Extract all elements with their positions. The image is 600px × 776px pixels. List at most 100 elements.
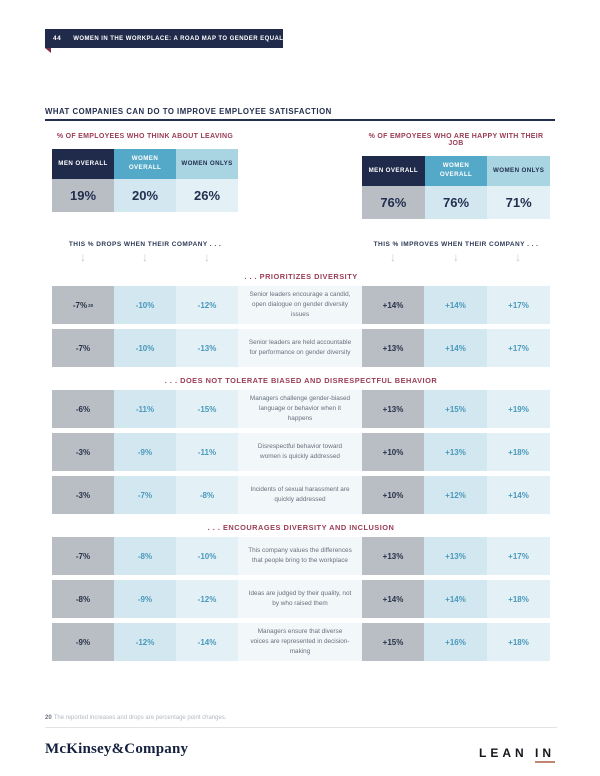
row-description: Disrespectful behavior toward women is q… xyxy=(238,433,362,471)
down-arrow-icon: ↓ xyxy=(80,250,86,264)
column-header-women-overall: WOMEN OVERALL xyxy=(424,156,488,186)
improve-cell-women-overall: +16% xyxy=(424,623,487,661)
improve-cell-women-onlys: +17% xyxy=(487,286,550,324)
value-women-overall: 20% xyxy=(114,179,176,212)
drop-cell-men-overall: -8% xyxy=(52,580,114,618)
drop-cell-men-overall: -7% xyxy=(52,537,114,575)
summary-table-header: MEN OVERALL WOMEN OVERALL WOMEN ONLYS xyxy=(362,156,551,186)
footnote: 20 The reported increases and drops are p… xyxy=(45,715,226,721)
row-description: This company values the differences that… xyxy=(238,537,362,575)
improve-cell-women-onlys: +18% xyxy=(487,580,550,618)
column-header-women-onlys: WOMEN ONLYS xyxy=(176,149,238,179)
section-heading-encourages-diversity: . . . ENCOURAGES DIVERSITY AND INCLUSION xyxy=(207,522,395,532)
improves-caption: THIS % IMPROVES WHEN THEIR COMPANY . . . xyxy=(373,241,539,248)
drop-cell-women-onlys: -14% xyxy=(176,623,238,661)
value-women-onlys: 26% xyxy=(176,179,238,212)
drop-cell-women-overall: -12% xyxy=(114,623,176,661)
drop-cell-women-overall: -11% xyxy=(114,390,176,428)
row-description: Managers ensure that diverse voices are … xyxy=(238,623,362,661)
row-description: Managers challenge gender-biased languag… xyxy=(238,390,362,428)
table-row: -8% -9% -12% Ideas are judged by their q… xyxy=(52,580,550,618)
improve-cell-men-overall: +10% xyxy=(362,433,424,471)
leanin-word-in: IN xyxy=(535,746,555,763)
improve-cell-women-onlys: +14% xyxy=(487,476,550,514)
drop-value: -7% xyxy=(72,300,88,310)
table-row: -3% -7% -8% Incidents of sexual harassme… xyxy=(52,476,550,514)
footnote-ref: 20 xyxy=(88,302,94,308)
column-header-women-overall: WOMEN OVERALL xyxy=(114,149,176,179)
row-description: Senior leaders are held accountable for … xyxy=(238,329,362,367)
drop-cell-women-overall: -10% xyxy=(114,329,176,367)
improve-cell-men-overall: +15% xyxy=(362,623,424,661)
improve-cell-men-overall: +14% xyxy=(362,286,424,324)
drop-cell-women-onlys: -11% xyxy=(176,433,238,471)
value-women-onlys: 71% xyxy=(487,186,551,219)
improve-cell-men-overall: +13% xyxy=(362,390,424,428)
down-arrow-icon: ↓ xyxy=(390,250,396,264)
drop-cell-women-overall: -9% xyxy=(114,433,176,471)
section-heading-does-not-tolerate: . . . DOES NOT TOLERATE BIASED AND DISRE… xyxy=(164,375,438,385)
footnote-text: The reported increases and drops are per… xyxy=(53,715,227,721)
row-description: Ideas are judged by their quality, not b… xyxy=(238,580,362,618)
summary-table-title: % OF EMPOYEES WHO ARE HAPPY WITH THEIR J… xyxy=(368,133,544,147)
improve-cell-men-overall: +13% xyxy=(362,537,424,575)
improve-cell-women-onlys: +17% xyxy=(487,537,550,575)
summary-table-think-about-leaving: % OF EMPLOYEES WHO THINK ABOUT LEAVING M… xyxy=(52,133,238,212)
drop-cell-women-onlys: -12% xyxy=(176,286,238,324)
column-header-women-onlys: WOMEN ONLYS xyxy=(487,156,551,186)
drop-cell-women-onlys: -12% xyxy=(176,580,238,618)
improve-cell-women-overall: +14% xyxy=(424,329,487,367)
improve-cell-women-overall: +13% xyxy=(424,537,487,575)
drop-cell-women-onlys: -15% xyxy=(176,390,238,428)
row-description: Incidents of sexual harassment are quick… xyxy=(238,476,362,514)
table-row: -6% -11% -15% Managers challenge gender-… xyxy=(52,390,550,428)
drop-cell-men-overall: -3% xyxy=(52,476,114,514)
improve-cell-women-onlys: +17% xyxy=(487,329,550,367)
page-number: 44 xyxy=(53,35,62,42)
row-description: Senior leaders encourage a candid, open … xyxy=(238,286,362,324)
drop-cell-men-overall: -3% xyxy=(52,433,114,471)
table-row: -9% -12% -14% Managers ensure that diver… xyxy=(52,623,550,661)
column-header-men-overall: MEN OVERALL xyxy=(362,156,425,186)
summary-table-values: 76% 76% 71% xyxy=(362,186,551,219)
drop-cell-women-onlys: -13% xyxy=(176,329,238,367)
summary-table-values: 19% 20% 26% xyxy=(52,179,238,212)
drop-cell-men-overall: -7% 20 xyxy=(52,286,114,324)
drop-cell-women-overall: -7% xyxy=(114,476,176,514)
down-arrow-icon: ↓ xyxy=(204,250,210,264)
drop-cell-men-overall: -6% xyxy=(52,390,114,428)
improve-cell-women-overall: +13% xyxy=(424,433,487,471)
drop-cell-women-onlys: -10% xyxy=(176,537,238,575)
table-row: -7% -8% -10% This company values the dif… xyxy=(52,537,550,575)
drop-cell-women-overall: -8% xyxy=(114,537,176,575)
down-arrow-icon: ↓ xyxy=(515,250,521,264)
comparison-grid: . . . PRIORITIZES DIVERSITY -7% 20 -10% -… xyxy=(52,268,550,666)
improve-cell-men-overall: +14% xyxy=(362,580,424,618)
footnote-marker: 20 xyxy=(45,715,52,721)
report-title: WOMEN IN THE WORKPLACE: A ROAD MAP TO GE… xyxy=(73,35,295,42)
improve-cell-women-overall: +14% xyxy=(424,286,487,324)
summary-table-title: % OF EMPLOYEES WHO THINK ABOUT LEAVING xyxy=(56,133,234,140)
page-title: WHAT COMPANIES CAN DO TO IMPROVE EMPLOYE… xyxy=(45,107,332,116)
leanin-word-lean: LEAN xyxy=(478,746,528,760)
drop-cell-men-overall: -9% xyxy=(52,623,114,661)
improve-cell-women-overall: +14% xyxy=(424,580,487,618)
drop-cell-women-overall: -9% xyxy=(114,580,176,618)
value-men-overall: 76% xyxy=(362,186,425,219)
ribbon-fold-icon xyxy=(45,48,51,53)
mckinsey-logo: McKinsey&Company xyxy=(45,741,189,757)
down-arrow-icon: ↓ xyxy=(453,250,459,264)
summary-table-header: MEN OVERALL WOMEN OVERALL WOMEN ONLYS xyxy=(52,149,238,179)
improve-cell-women-onlys: +18% xyxy=(487,623,550,661)
improve-cell-women-overall: +12% xyxy=(424,476,487,514)
table-row: -7% -10% -13% Senior leaders are held ac… xyxy=(52,329,550,367)
value-men-overall: 19% xyxy=(52,179,114,212)
improve-cell-men-overall: +13% xyxy=(362,329,424,367)
drop-cell-women-onlys: -8% xyxy=(176,476,238,514)
page-header-bar: 44 WOMEN IN THE WORKPLACE: A ROAD MAP TO… xyxy=(45,29,294,48)
footer-rule xyxy=(45,727,557,728)
drop-cell-men-overall: -7% xyxy=(52,329,114,367)
down-arrow-icon: ↓ xyxy=(142,250,148,264)
table-row: -7% 20 -10% -12% Senior leaders encourage… xyxy=(52,286,550,324)
